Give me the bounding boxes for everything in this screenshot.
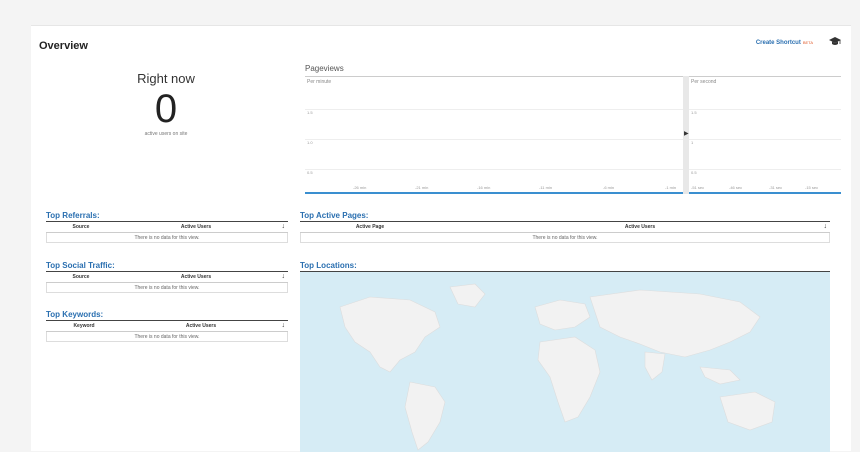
gridline	[689, 169, 841, 170]
social-table: Source Active Users ↓ There is no data f…	[46, 271, 288, 293]
continent-southeast-asia	[699, 366, 741, 385]
locations-divider	[300, 271, 830, 272]
x-tick-label: -31 sec	[769, 185, 783, 190]
chart-divider	[683, 76, 689, 194]
active-users-count: 0	[154, 87, 178, 131]
empty-row: There is no data for this view.	[46, 233, 288, 243]
column-header-keyword[interactable]: Keyword	[73, 323, 95, 329]
continent-north-america	[339, 296, 441, 373]
pageviews-title: Pageviews	[305, 64, 344, 73]
x-tick-label: -1 min	[665, 185, 677, 190]
column-header-source[interactable]: Source	[72, 224, 90, 230]
arrow-down-icon[interactable]: ↓	[281, 273, 286, 280]
page-title: Overview	[39, 40, 88, 52]
continent-australia	[719, 391, 776, 431]
x-tick-label: -15 sec	[805, 185, 819, 190]
empty-row: There is no data for this view.	[300, 233, 830, 243]
column-header-active-users[interactable]: Active Users	[624, 224, 656, 230]
referrals-table: Source Active Users ↓ There is no data f…	[46, 221, 288, 243]
continent-africa	[537, 336, 601, 423]
gridline	[689, 139, 841, 140]
top-referrals-title: Top Referrals:	[46, 211, 100, 220]
top-active-pages-title: Top Active Pages:	[300, 211, 369, 220]
continent-asia	[589, 289, 761, 358]
column-header-source[interactable]: Source	[72, 274, 90, 280]
table-header: Keyword Active Users ↓	[46, 321, 288, 332]
y-tick-label: 1.5	[691, 110, 697, 115]
create-shortcut-label[interactable]: Create Shortcut	[755, 40, 801, 46]
x-tick-label: -16 min	[477, 185, 491, 190]
top-social-title: Top Social Traffic:	[46, 261, 115, 270]
beta-badge: BETA	[802, 40, 813, 45]
y-tick-label: 0.5	[691, 170, 697, 175]
gridline	[305, 169, 683, 170]
x-tick-label: -6 min	[603, 185, 615, 190]
chevron-right-icon[interactable]: ▶	[684, 131, 689, 137]
arrow-down-icon[interactable]: ↓	[281, 223, 286, 230]
arrow-down-icon[interactable]: ↓	[823, 223, 828, 230]
x-tick-label: -51 sec	[691, 185, 705, 190]
column-header-active-users[interactable]: Active Users	[185, 323, 217, 329]
x-tick-label: -21 min	[415, 185, 429, 190]
gridline	[305, 139, 683, 140]
gridline	[305, 109, 683, 110]
continent-india	[644, 351, 666, 381]
continent-south-america	[404, 381, 446, 451]
x-axis-line	[689, 192, 841, 194]
overview-card: Overview Create Shortcut BETA Right now …	[31, 25, 851, 452]
table-header: Active Page Active Users ↓	[300, 222, 830, 233]
continent-europe	[534, 299, 591, 331]
x-tick-label: -26 min	[353, 185, 367, 190]
column-header-active-users[interactable]: Active Users	[180, 224, 212, 230]
per-minute-chart: Per minute 1.5 1.0 0.5 -26 min -21 min -…	[305, 76, 683, 194]
right-now-panel: Right now 0 active users on site	[101, 71, 231, 137]
y-tick-label: 1.5	[307, 110, 313, 115]
arrow-down-icon[interactable]: ↓	[281, 322, 286, 329]
active-users-label: active users on site	[144, 131, 188, 137]
per-minute-label: Per minute	[307, 79, 332, 85]
y-tick-label: 0.5	[307, 170, 313, 175]
graduation-cap-icon[interactable]	[829, 37, 841, 47]
continent-greenland	[449, 283, 486, 308]
y-tick-label: 1.0	[307, 140, 313, 145]
world-map-shapes	[339, 283, 776, 451]
column-header-active-users[interactable]: Active Users	[180, 274, 212, 280]
empty-row: There is no data for this view.	[46, 332, 288, 342]
top-locations-title: Top Locations:	[300, 261, 357, 270]
top-keywords-title: Top Keywords:	[46, 310, 104, 319]
y-tick-label: 1	[691, 140, 694, 145]
table-header: Source Active Users ↓	[46, 272, 288, 283]
x-tick-label: -11 min	[539, 185, 553, 190]
right-now-title: Right now	[137, 71, 195, 86]
keywords-table: Keyword Active Users ↓ There is no data …	[46, 320, 288, 342]
per-second-chart: Per second 1.5 1 0.5 -51 sec -46 sec -31…	[689, 76, 841, 194]
x-tick-label: -46 sec	[729, 185, 743, 190]
x-axis-line	[305, 192, 683, 194]
table-header: Source Active Users ↓	[46, 222, 288, 233]
create-shortcut-link[interactable]: Create Shortcut BETA	[756, 40, 813, 46]
active-pages-table: Active Page Active Users ↓ There is no d…	[300, 221, 830, 243]
column-header-active-page[interactable]: Active Page	[355, 224, 385, 230]
per-second-label: Per second	[691, 79, 717, 85]
gridline	[689, 109, 841, 110]
empty-row: There is no data for this view.	[46, 283, 288, 293]
world-map[interactable]	[300, 272, 830, 452]
